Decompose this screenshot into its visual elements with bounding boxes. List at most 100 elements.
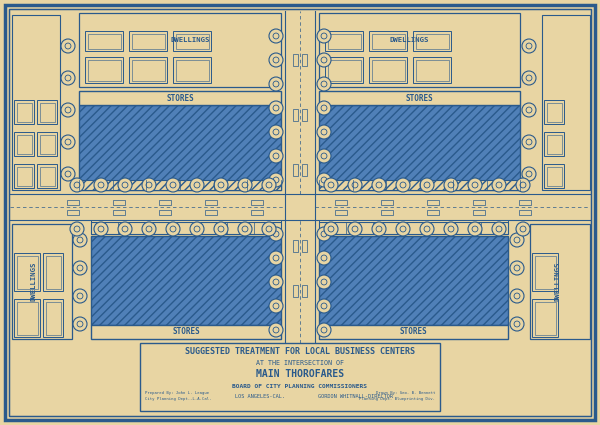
Bar [79,13,281,87]
Bar [319,180,520,190]
Bar [381,210,393,215]
Circle shape [218,226,224,232]
Bar [79,180,281,190]
Circle shape [269,227,283,241]
Circle shape [317,323,331,337]
Circle shape [98,226,104,232]
Bar [88,60,121,80]
Circle shape [492,222,506,236]
Bar [131,34,164,48]
Circle shape [262,178,276,192]
Text: DWELLINGS: DWELLINGS [555,262,561,301]
Circle shape [420,178,434,192]
Circle shape [396,178,410,192]
Bar [542,15,590,190]
Circle shape [194,226,200,232]
Circle shape [262,222,276,236]
Circle shape [166,222,180,236]
Circle shape [122,182,128,188]
Circle shape [317,275,331,289]
Circle shape [73,289,87,303]
Circle shape [242,226,248,232]
Circle shape [77,265,83,271]
Circle shape [190,178,204,192]
Circle shape [273,231,279,237]
Bar [319,236,508,325]
Circle shape [273,303,279,309]
Text: STORES: STORES [166,94,194,102]
Bar [79,91,281,105]
Circle shape [317,29,331,43]
Bar [46,255,61,289]
Circle shape [146,226,152,232]
Bar [17,167,32,185]
Circle shape [321,231,327,237]
Circle shape [269,149,283,163]
Bar [319,222,508,234]
Bar [79,105,281,190]
Bar [319,105,520,190]
Circle shape [65,43,71,49]
Circle shape [321,105,327,111]
Circle shape [269,251,283,265]
Bar [293,109,298,121]
Circle shape [61,39,75,53]
Circle shape [516,222,530,236]
Bar [37,164,57,188]
Circle shape [238,178,252,192]
Circle shape [372,178,386,192]
Circle shape [472,226,478,232]
Circle shape [273,255,279,261]
Circle shape [352,182,358,188]
Bar [519,200,531,205]
Circle shape [526,171,532,177]
Bar [328,60,361,80]
Bar [547,102,562,122]
Circle shape [321,129,327,135]
Circle shape [496,226,502,232]
Circle shape [348,222,362,236]
Bar [251,200,263,205]
Bar [302,109,307,121]
Bar [293,54,298,66]
Bar [302,285,307,297]
Bar [88,34,121,48]
Bar [319,236,508,325]
Circle shape [424,226,430,232]
Circle shape [514,237,520,243]
Bar [85,57,123,83]
Bar [302,240,307,252]
Circle shape [77,237,83,243]
Bar [319,91,520,105]
Circle shape [65,75,71,81]
Bar [293,164,298,176]
Bar [91,222,281,234]
Bar [535,301,556,334]
Circle shape [510,317,524,331]
Circle shape [372,222,386,236]
Bar [40,102,55,122]
Bar [302,54,307,66]
Circle shape [317,227,331,241]
Circle shape [400,226,406,232]
Bar [40,134,55,153]
Bar [535,255,556,289]
Bar [544,164,564,188]
Bar [14,132,34,156]
Bar [79,180,281,190]
Circle shape [510,261,524,275]
Circle shape [444,222,458,236]
Circle shape [468,222,482,236]
Bar [547,167,562,185]
Circle shape [321,57,327,63]
Circle shape [510,233,524,247]
Circle shape [70,222,84,236]
Circle shape [472,182,478,188]
Circle shape [146,182,152,188]
Bar [369,57,407,83]
Circle shape [317,77,331,91]
Bar [67,200,79,205]
Bar [17,301,37,334]
Circle shape [526,107,532,113]
Circle shape [61,103,75,117]
